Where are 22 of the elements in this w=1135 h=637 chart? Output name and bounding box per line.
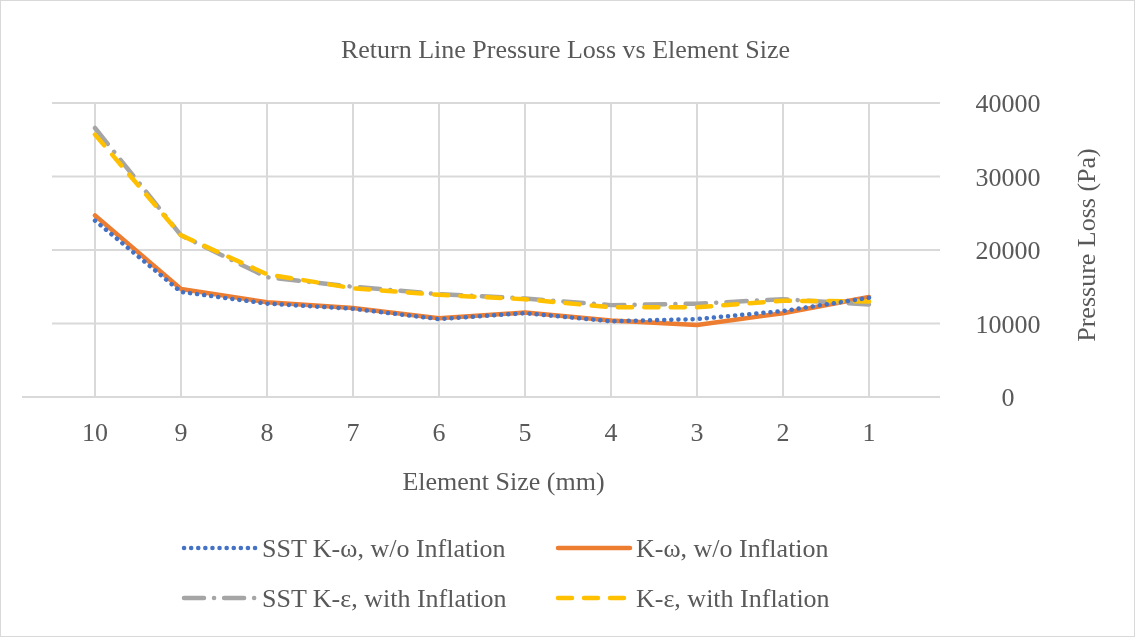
- y-tick-label: 10000: [975, 309, 1041, 339]
- legend-label: SST K-ε, with Inflation: [262, 584, 507, 613]
- x-tick-label: 9: [174, 418, 188, 447]
- chart-title: Return Line Pressure Loss vs Element Size: [340, 35, 791, 64]
- x-tick-label: 6: [432, 418, 446, 447]
- x-tick-label: 10: [82, 418, 108, 447]
- legend-label: SST K-ω, w/o Inflation: [262, 534, 506, 563]
- y-tick-label: 0: [1001, 383, 1015, 413]
- legend-label: K-ε, with Inflation: [636, 584, 830, 613]
- x-tick-label: 4: [604, 418, 618, 447]
- x-tick-label: 7: [346, 418, 360, 447]
- x-tick-label: 3: [690, 418, 704, 447]
- x-tick-label: 8: [260, 418, 274, 447]
- y-axis-title: Pressure Loss (Pa): [1072, 148, 1101, 342]
- x-tick-label: 1: [862, 418, 876, 447]
- x-axis-title: Element Size (mm): [402, 467, 605, 496]
- x-tick-label: 5: [518, 418, 532, 447]
- legend-label: K-ω, w/o Inflation: [636, 534, 829, 563]
- x-tick-label: 2: [776, 418, 790, 447]
- y-tick-label: 20000: [975, 236, 1041, 266]
- y-tick-label: 30000: [975, 162, 1041, 192]
- y-tick-label: 40000: [975, 89, 1041, 119]
